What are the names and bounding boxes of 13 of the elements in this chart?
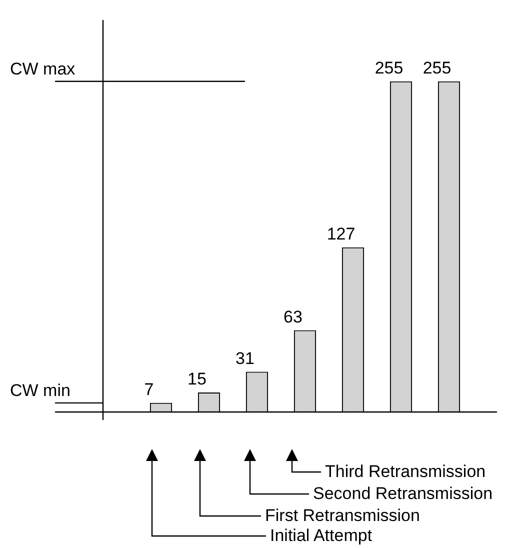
data-label: 127 [326, 224, 356, 244]
data-label: 7 [144, 380, 154, 400]
text: Initial Attempt [270, 526, 372, 546]
data-label: 255 [374, 58, 404, 78]
text: First Retransmission [265, 506, 420, 526]
ref-line-label: CW min [10, 381, 70, 400]
data-label: 255 [422, 58, 452, 78]
text: Third Retransmission [325, 462, 486, 482]
data-label: 15 [188, 370, 206, 389]
ref-line-label: CW max [10, 60, 76, 79]
text: Second Retransmission [313, 484, 493, 504]
data-label: 63 [284, 307, 302, 326]
data-label: 31 [236, 348, 254, 368]
